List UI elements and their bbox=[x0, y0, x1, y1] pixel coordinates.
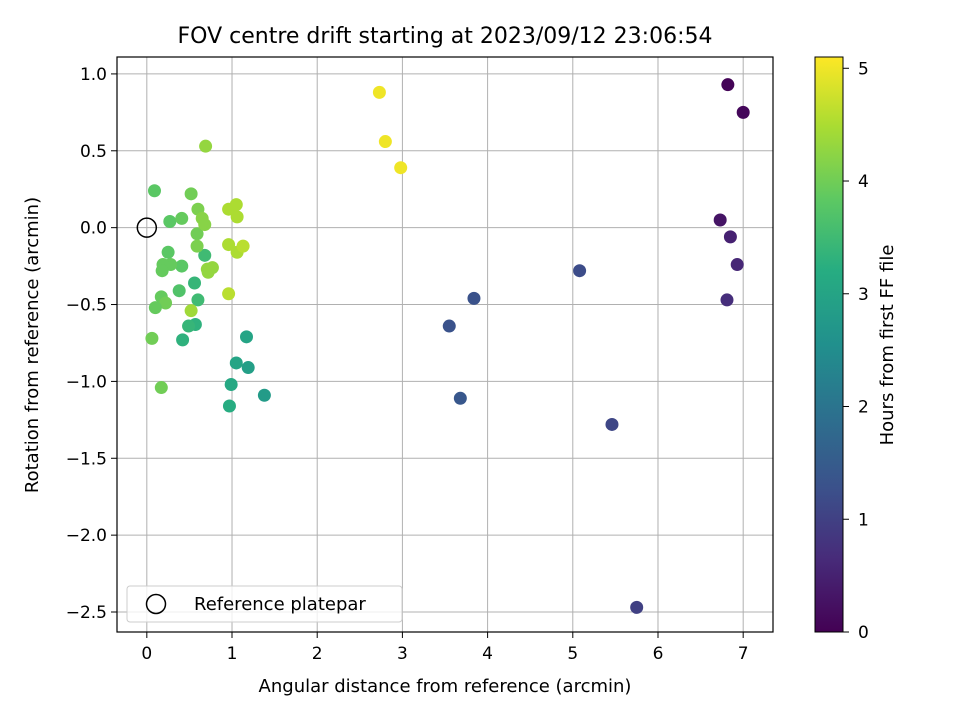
x-tick-label: 7 bbox=[738, 644, 749, 664]
data-point bbox=[199, 139, 213, 153]
plot-frame bbox=[116, 56, 774, 633]
data-point bbox=[372, 85, 386, 99]
data-point bbox=[720, 293, 734, 307]
data-point bbox=[163, 215, 177, 229]
data-point bbox=[453, 391, 467, 405]
data-point bbox=[224, 377, 238, 391]
y-tick-label: −2.0 bbox=[66, 526, 107, 546]
data-point bbox=[230, 210, 244, 224]
data-point bbox=[147, 184, 161, 198]
data-point bbox=[394, 161, 408, 175]
data-point bbox=[222, 238, 236, 252]
colorbar-tick-label: 0 bbox=[858, 623, 869, 643]
data-point bbox=[176, 333, 190, 347]
x-axis-label: Angular distance from reference (arcmin) bbox=[259, 676, 632, 697]
reference-platepar-marker bbox=[136, 217, 158, 238]
chart-title: FOV centre drift starting at 2023/09/12 … bbox=[178, 24, 713, 49]
colorbar-label: Hours from first FF file bbox=[877, 245, 898, 446]
data-point bbox=[175, 259, 189, 273]
colorbar-tick-label: 5 bbox=[858, 59, 869, 79]
x-tick-label: 4 bbox=[482, 644, 493, 664]
data-point bbox=[184, 187, 198, 201]
data-point bbox=[378, 135, 392, 149]
y-axis-label: Rotation from reference (arcmin) bbox=[22, 197, 43, 493]
data-point bbox=[241, 361, 255, 375]
x-tick-label: 3 bbox=[397, 644, 408, 664]
colorbar-tick-label: 3 bbox=[858, 285, 869, 305]
data-point bbox=[442, 319, 456, 333]
colorbar-tick-label: 1 bbox=[858, 510, 869, 530]
data-point bbox=[573, 264, 587, 278]
data-point bbox=[229, 198, 243, 212]
data-point bbox=[229, 356, 243, 370]
data-point bbox=[148, 301, 162, 315]
legend-box bbox=[126, 585, 403, 623]
data-point bbox=[154, 381, 168, 395]
data-point bbox=[713, 213, 727, 227]
x-tick-label: 1 bbox=[227, 644, 238, 664]
colorbar-gradient bbox=[814, 56, 844, 633]
data-point bbox=[605, 417, 619, 431]
data-point bbox=[723, 230, 737, 244]
data-point bbox=[222, 399, 236, 413]
colorbar-tick-label: 2 bbox=[858, 398, 869, 418]
data-point bbox=[239, 330, 253, 344]
data-point bbox=[184, 304, 198, 318]
data-point bbox=[205, 261, 219, 275]
x-tick-label: 6 bbox=[653, 644, 664, 664]
data-point bbox=[182, 319, 196, 333]
data-point bbox=[175, 211, 189, 225]
data-point bbox=[236, 239, 250, 253]
y-tick-label: −1.5 bbox=[66, 449, 107, 469]
x-tick-label: 2 bbox=[312, 644, 323, 664]
y-tick-label: 0.0 bbox=[80, 219, 107, 239]
data-point bbox=[736, 105, 750, 119]
data-point bbox=[161, 245, 175, 259]
colorbar-ticks: 0 1 2 3 4 5 bbox=[843, 59, 869, 643]
data-point bbox=[467, 291, 481, 305]
data-point bbox=[630, 600, 644, 614]
y-tick-label: 1.0 bbox=[80, 65, 107, 85]
data-point bbox=[188, 276, 202, 290]
data-point bbox=[191, 293, 205, 307]
data-point bbox=[190, 227, 204, 241]
data-point bbox=[190, 239, 204, 253]
y-tick-label: 0.5 bbox=[80, 142, 107, 162]
x-axis: 0 1 2 3 4 5 6 7 bbox=[141, 632, 749, 664]
colorbar: 0 1 2 3 4 5 Hours from first FF file bbox=[814, 56, 898, 643]
grid bbox=[117, 57, 773, 632]
y-tick-label: −2.5 bbox=[66, 603, 107, 623]
data-point bbox=[172, 284, 186, 298]
data-point bbox=[721, 78, 735, 92]
data-points bbox=[145, 78, 750, 614]
y-tick-label: −1.0 bbox=[66, 372, 107, 392]
legend: Reference platepar bbox=[126, 585, 403, 623]
data-point bbox=[257, 388, 271, 402]
legend-entry-label: Reference platepar bbox=[194, 594, 366, 615]
data-point bbox=[198, 218, 212, 232]
data-point bbox=[198, 248, 212, 262]
x-tick-label: 0 bbox=[141, 644, 152, 664]
data-point bbox=[155, 264, 169, 278]
data-point bbox=[730, 258, 744, 272]
data-point bbox=[145, 331, 159, 345]
y-tick-label: −0.5 bbox=[66, 296, 107, 316]
colorbar-tick-label: 4 bbox=[858, 172, 869, 192]
data-point bbox=[159, 296, 173, 310]
x-tick-label: 5 bbox=[567, 644, 578, 664]
y-axis: 1.0 0.5 0.0 −0.5 −1.0 −1.5 −2.0 −2.5 bbox=[66, 65, 117, 623]
data-point bbox=[222, 287, 236, 301]
legend-reference-marker bbox=[145, 593, 167, 615]
reference-marker-group bbox=[136, 217, 158, 238]
